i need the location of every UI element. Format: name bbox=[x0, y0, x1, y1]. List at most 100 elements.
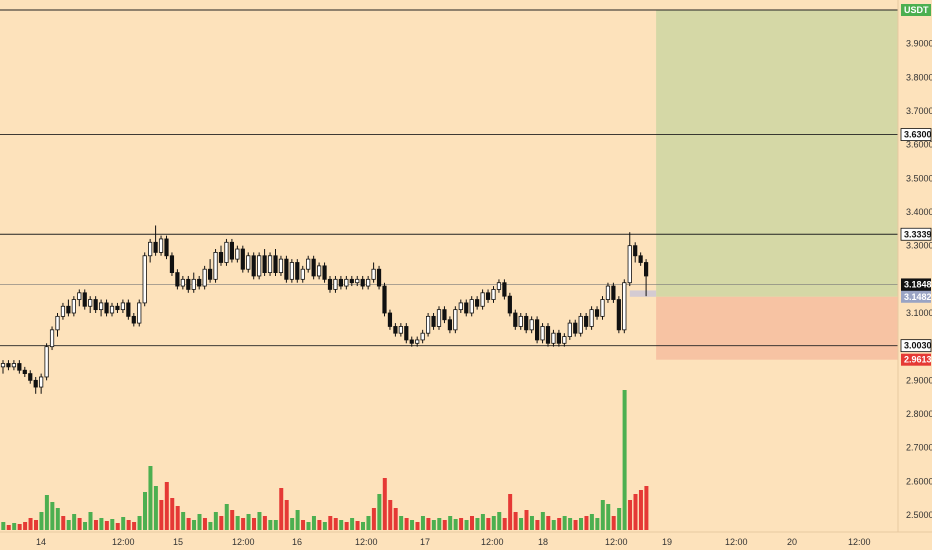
price-tick-label: 2.9000 bbox=[906, 375, 932, 385]
volume-bar bbox=[328, 516, 333, 530]
time-tick-label: 12:00 bbox=[481, 537, 504, 547]
candle-body bbox=[371, 268, 376, 280]
candle-body bbox=[175, 272, 180, 287]
volume-bar bbox=[186, 518, 191, 530]
price-tag-text: 3.1482 bbox=[904, 292, 932, 302]
time-tick-label: 12:00 bbox=[232, 537, 255, 547]
time-axis[interactable]: 14 12:00 15 12:00 16 12:00 17 12:00 18 12:00 19 12:… bbox=[36, 537, 871, 547]
price-axis[interactable]: 3.9000 3.8000 3.7000 3.6000 3.5000 3.4000 3.30… bbox=[906, 39, 932, 520]
candle-body bbox=[627, 245, 632, 284]
candle-body bbox=[44, 346, 49, 378]
candle-body bbox=[393, 326, 398, 334]
price-tag-text: 2.9613 bbox=[904, 355, 932, 365]
volume-bar bbox=[410, 520, 415, 530]
volume-bar bbox=[519, 518, 524, 530]
candle-body bbox=[327, 278, 333, 290]
volume-bar bbox=[61, 516, 66, 530]
candle-body bbox=[104, 302, 109, 314]
volume-bar bbox=[295, 510, 300, 530]
candle-body bbox=[257, 255, 262, 277]
candle-body bbox=[605, 285, 611, 300]
volume-bar bbox=[529, 516, 534, 530]
volume-bar bbox=[350, 518, 355, 530]
candle-body bbox=[322, 265, 327, 280]
price-tick-label: 3.1000 bbox=[906, 308, 932, 318]
candle-body bbox=[376, 268, 382, 287]
volume-bar bbox=[622, 390, 627, 530]
candle-body bbox=[480, 292, 485, 307]
candle-body bbox=[404, 326, 409, 341]
time-tick-label: 17 bbox=[420, 537, 430, 547]
volume-bar bbox=[1, 522, 6, 530]
volume-bar bbox=[524, 510, 529, 530]
volume-bar bbox=[633, 494, 638, 530]
volume-bar bbox=[393, 508, 398, 530]
volume-bar bbox=[72, 514, 77, 530]
candle-body bbox=[535, 319, 540, 341]
price-tick-label: 3.4000 bbox=[906, 207, 932, 217]
time-tick-label: 12:00 bbox=[112, 537, 135, 547]
volume-bar bbox=[600, 500, 605, 530]
volume-bar bbox=[366, 516, 371, 530]
candle-body bbox=[131, 315, 136, 324]
candle-body bbox=[475, 299, 480, 307]
candle-body bbox=[551, 332, 556, 344]
price-tick-label: 2.7000 bbox=[906, 443, 932, 453]
price-tick-label: 2.6000 bbox=[906, 476, 932, 486]
price-tick-label: 2.8000 bbox=[906, 409, 932, 419]
candle-body bbox=[644, 262, 649, 277]
volume-bar bbox=[557, 518, 562, 530]
price-tick-label: 3.3000 bbox=[906, 241, 932, 251]
price-tick-label: 2.5000 bbox=[906, 510, 932, 520]
candle-body bbox=[616, 299, 621, 331]
candle-body bbox=[524, 315, 529, 331]
candle-body bbox=[77, 292, 82, 300]
candle-body bbox=[295, 262, 300, 280]
volume-bar bbox=[371, 508, 376, 530]
candle-body bbox=[169, 255, 175, 273]
candle-body bbox=[284, 258, 289, 280]
candle-body bbox=[186, 278, 191, 290]
candle-body bbox=[213, 251, 218, 280]
volume-bar bbox=[388, 500, 393, 530]
candle-body bbox=[502, 282, 507, 297]
volume-bar bbox=[88, 512, 93, 530]
volume-bar bbox=[442, 520, 447, 530]
entry-band bbox=[629, 290, 657, 297]
volume-bar bbox=[420, 516, 425, 530]
volume-bar bbox=[284, 500, 289, 530]
volume-bar bbox=[12, 523, 17, 530]
volume-bar bbox=[628, 500, 633, 530]
candle-body bbox=[333, 278, 338, 290]
price-tick-label: 3.7000 bbox=[906, 106, 932, 116]
candle-body bbox=[262, 255, 267, 273]
candle-body bbox=[436, 309, 442, 327]
candle-body bbox=[202, 268, 207, 287]
volume-bar bbox=[104, 521, 109, 530]
candle-body bbox=[382, 285, 387, 314]
price-tick-label: 3.6000 bbox=[906, 140, 932, 150]
volume-bar bbox=[399, 516, 404, 530]
candle-body bbox=[622, 282, 627, 331]
volume-bar bbox=[219, 516, 224, 530]
volume-bar bbox=[382, 478, 387, 530]
candle-body bbox=[148, 241, 153, 257]
volume-bar bbox=[121, 517, 126, 530]
volume-bar bbox=[137, 516, 142, 530]
volume-bar bbox=[546, 516, 551, 530]
candle-body bbox=[513, 312, 518, 327]
candle-body bbox=[420, 332, 425, 341]
volume-bar bbox=[50, 502, 55, 530]
volume-bar bbox=[464, 520, 469, 530]
price-tick-label: 3.8000 bbox=[906, 72, 932, 82]
volume-bar bbox=[584, 516, 589, 530]
volume-bar bbox=[208, 522, 213, 530]
candle-body bbox=[518, 315, 523, 327]
level-price-tag-text: 3.0030 bbox=[904, 341, 932, 351]
volume-bar bbox=[273, 520, 278, 530]
volume-bar bbox=[34, 520, 38, 530]
volume-bar bbox=[262, 516, 267, 530]
volume-bar bbox=[497, 512, 502, 530]
volume-bar bbox=[181, 512, 186, 530]
